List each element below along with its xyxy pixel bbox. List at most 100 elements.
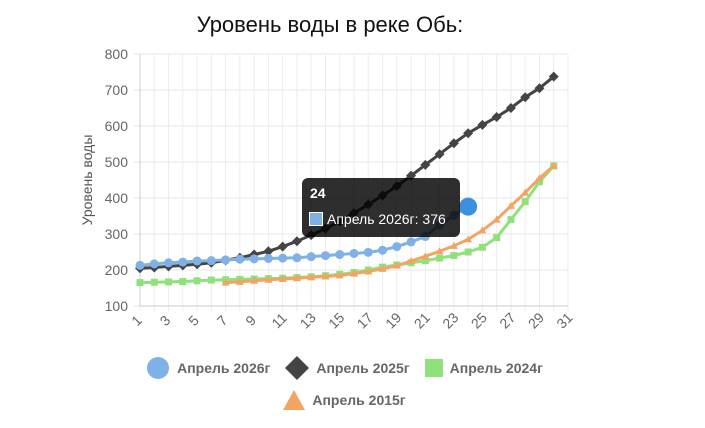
- data-point: [548, 71, 559, 82]
- data-point: [278, 275, 287, 282]
- triangle-icon: [283, 390, 306, 410]
- chart-tooltip: 24 Апрель 2026г: 376: [302, 178, 460, 237]
- data-point: [364, 267, 373, 275]
- data-point: [406, 237, 416, 247]
- data-point: [464, 235, 473, 243]
- legend: Апрель 2026г Апрель 2025г Апрель 2024г А…: [124, 355, 564, 413]
- diamond-icon: [285, 356, 310, 380]
- data-point: [307, 273, 316, 281]
- data-point: [363, 247, 373, 257]
- x-tick-label: 27: [496, 309, 518, 331]
- data-point: [235, 277, 244, 285]
- data-point: [448, 138, 459, 149]
- hovered-point: [459, 197, 478, 216]
- data-point: [420, 159, 431, 170]
- data-point: [492, 215, 501, 223]
- x-tick-label: 23: [439, 309, 461, 331]
- tooltip-title: 24: [310, 185, 326, 201]
- data-point: [505, 103, 516, 113]
- data-point: [206, 256, 216, 266]
- data-point: [178, 257, 188, 267]
- data-point: [478, 226, 487, 234]
- x-tick-label: 9: [242, 312, 259, 329]
- data-point: [136, 279, 144, 287]
- square-icon: [424, 359, 443, 377]
- data-point: [436, 254, 444, 262]
- data-point: [292, 253, 302, 263]
- x-tick-label: 3: [157, 312, 174, 329]
- data-point: [549, 161, 558, 169]
- data-point: [292, 274, 301, 282]
- data-point: [263, 246, 274, 257]
- legend-item-april-2015[interactable]: Апрель 2015г: [282, 387, 406, 413]
- legend-label: Апрель 2026г: [177, 360, 271, 376]
- x-tick-label: 7: [214, 312, 231, 329]
- data-point: [291, 236, 302, 247]
- data-point: [335, 250, 345, 260]
- data-point: [378, 245, 388, 255]
- series-circle: [135, 202, 473, 270]
- data-point: [491, 112, 502, 122]
- legend-label: Апрель 2024г: [449, 360, 543, 376]
- y-tick-label: 400: [105, 190, 129, 206]
- data-point: [193, 277, 201, 285]
- data-point: [320, 251, 330, 261]
- data-point: [521, 188, 530, 196]
- data-point: [450, 252, 458, 260]
- y-axis-title: Уровень воды: [79, 135, 95, 226]
- data-point: [392, 261, 401, 269]
- data-point: [221, 255, 231, 265]
- y-tick-label: 800: [105, 46, 129, 62]
- data-point: [179, 278, 187, 286]
- tooltip-swatch: [309, 212, 323, 226]
- data-point: [407, 257, 416, 264]
- data-point: [464, 248, 472, 256]
- data-point: [535, 178, 543, 186]
- y-tick-label: 200: [105, 262, 129, 278]
- x-tick-label: 21: [411, 309, 433, 331]
- data-point: [164, 258, 174, 268]
- data-point: [421, 257, 429, 265]
- x-tick-label: 31: [553, 309, 575, 331]
- series-line: [225, 164, 555, 285]
- data-point: [235, 254, 245, 264]
- data-point: [135, 260, 145, 270]
- data-point: [534, 83, 545, 94]
- legend-item-april-2024[interactable]: Апрель 2024г: [424, 355, 543, 381]
- data-point: [321, 272, 330, 280]
- data-point: [521, 198, 529, 206]
- data-point: [221, 278, 230, 286]
- data-point: [477, 119, 488, 130]
- data-point: [493, 234, 501, 242]
- data-point: [507, 216, 515, 224]
- chart-title: Уровень воды в реке Обь:: [196, 12, 464, 37]
- x-tick-label: 5: [185, 312, 202, 329]
- data-point: [277, 241, 288, 252]
- tooltip-body: Апрель 2026г: 376: [327, 211, 446, 227]
- data-point: [350, 269, 358, 277]
- y-tick-label: 300: [105, 226, 129, 242]
- data-point: [149, 259, 159, 269]
- data-point: [207, 276, 215, 284]
- data-point: [421, 252, 430, 260]
- data-point: [335, 271, 344, 279]
- data-point: [478, 243, 486, 251]
- legend-item-april-2025[interactable]: Апрель 2025г: [284, 355, 410, 381]
- data-point: [449, 241, 458, 249]
- x-tick-label: 1: [128, 312, 145, 329]
- y-tick-label: 100: [105, 298, 129, 314]
- legend-item-april-2026[interactable]: Апрель 2026г: [145, 355, 270, 381]
- x-tick-label: 17: [354, 309, 376, 331]
- data-point: [278, 253, 288, 263]
- legend-label: Апрель 2025г: [316, 360, 410, 376]
- data-point: [249, 254, 259, 264]
- data-point: [250, 276, 259, 284]
- data-point: [435, 247, 444, 255]
- data-point: [535, 174, 544, 182]
- circle-icon: [147, 357, 170, 379]
- y-tick-label: 600: [105, 118, 129, 134]
- series-triangle: [221, 161, 558, 286]
- data-point: [306, 252, 316, 262]
- data-point: [392, 242, 402, 252]
